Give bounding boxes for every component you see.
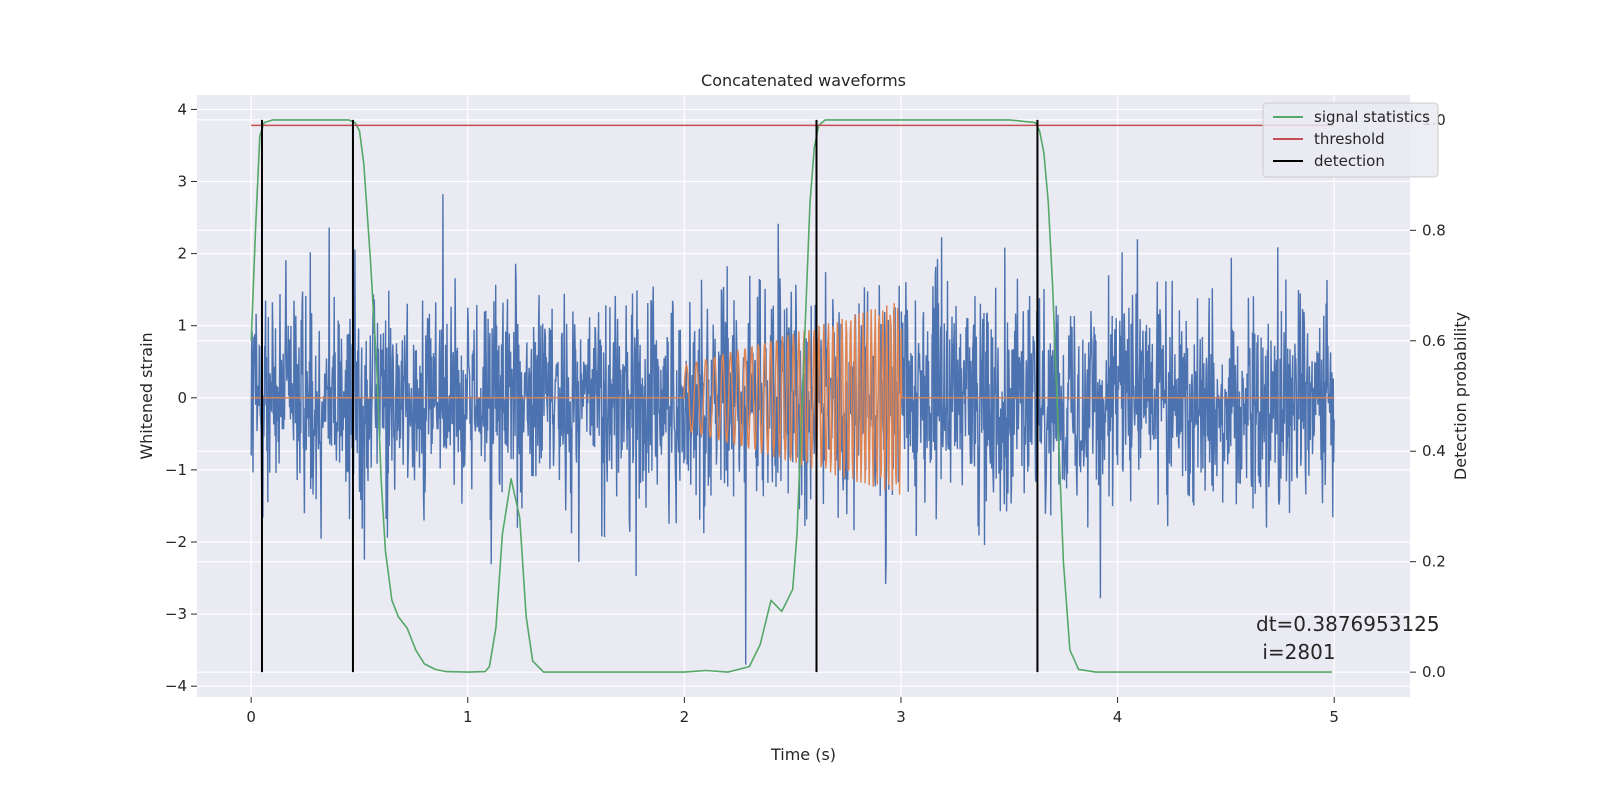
y-right-tick-label: 0.8 <box>1422 221 1446 239</box>
y-axis-right-label: Detection probability <box>1451 312 1470 480</box>
annotation-i: i=2801 <box>1256 640 1336 664</box>
legend: signal statistics threshold detection <box>1262 102 1439 178</box>
x-tick-label: 0 <box>246 708 256 726</box>
annotation-dt: dt=0.3876953125 <box>1256 612 1440 636</box>
y-tick-label: −3 <box>165 605 187 623</box>
y-tick-label: 2 <box>177 245 187 263</box>
x-axis-label: Time (s) <box>770 745 836 764</box>
y-right-tick-label: 0.2 <box>1422 553 1446 571</box>
y-tick-label: −1 <box>165 461 187 479</box>
x-tick-label: 5 <box>1329 708 1339 726</box>
y-tick-label: 0 <box>177 389 187 407</box>
x-tick-label: 3 <box>896 708 906 726</box>
probability-series <box>250 119 1335 673</box>
x-tick-label: 4 <box>1113 708 1123 726</box>
legend-box <box>1262 102 1439 178</box>
strain-series <box>250 194 1335 665</box>
y-right-tick-label: 0.4 <box>1422 442 1446 460</box>
y-axis-label: Whitened strain <box>137 332 156 459</box>
y-tick-label: 4 <box>177 100 187 118</box>
injection-series <box>251 303 1335 495</box>
x-tick-label: 2 <box>680 708 690 726</box>
legend-label-threshold: threshold <box>1314 130 1385 148</box>
y-tick-label: 3 <box>177 173 187 191</box>
chart-title: Concatenated waveforms <box>701 71 906 90</box>
y-tick-label: −2 <box>165 533 187 551</box>
legend-label-signal-statistics: signal statistics <box>1314 108 1430 126</box>
y-tick-label: 1 <box>177 317 187 335</box>
y-tick-label: −4 <box>165 677 187 695</box>
y-right-tick-label: 0.0 <box>1422 663 1446 681</box>
injection-line <box>251 303 1335 495</box>
y-right-tick-label: 0.6 <box>1422 332 1446 350</box>
legend-label-detection: detection <box>1314 152 1385 170</box>
x-tick-label: 1 <box>463 708 473 726</box>
strain-line <box>250 194 1335 665</box>
signal-statistics-line <box>250 119 1332 673</box>
